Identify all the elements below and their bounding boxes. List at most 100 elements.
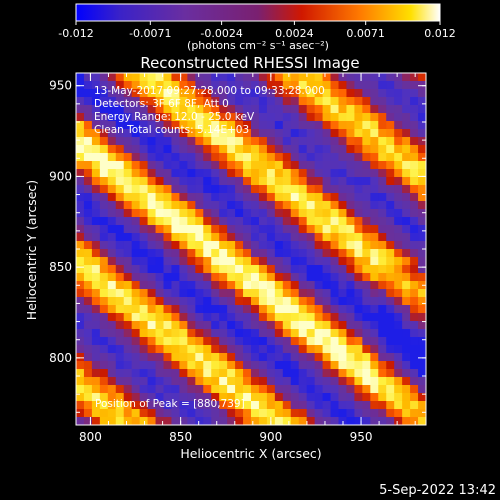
heatmap-cell: [330, 233, 340, 242]
heatmap-cell: [274, 169, 284, 178]
heatmap-cell: [274, 417, 284, 425]
heatmap-cell: [76, 361, 85, 370]
heatmap-cell: [115, 273, 125, 282]
heatmap-cell: [354, 369, 363, 378]
heatmap-cell: [251, 121, 260, 130]
heatmap-cell: [155, 89, 165, 98]
heatmap-cell: [306, 345, 316, 354]
heatmap-cell: [418, 201, 426, 210]
heatmap-cell: [338, 329, 348, 338]
heatmap-cell: [155, 153, 165, 162]
heatmap-cell: [83, 249, 93, 258]
heatmap-cell: [322, 369, 332, 378]
heatmap-cell: [211, 257, 220, 266]
heatmap-cell: [195, 225, 204, 234]
heatmap-cell: [99, 209, 109, 218]
heatmap-cell: [306, 265, 316, 274]
heatmap-cell: [115, 201, 125, 210]
heatmap-cell: [346, 113, 355, 122]
heatmap-cell: [370, 217, 379, 226]
heatmap-cell: [378, 217, 387, 226]
heatmap-cell: [211, 289, 220, 298]
heatmap-cell: [314, 97, 324, 106]
heatmap-cell: [131, 409, 141, 418]
heatmap-cell: [410, 97, 419, 106]
heatmap-cell: [290, 337, 300, 346]
heatmap-cell: [171, 161, 180, 170]
heatmap-cell: [99, 233, 109, 242]
heatmap-cell: [235, 385, 244, 394]
heatmap-cell: [290, 153, 300, 162]
heatmap-cell: [378, 153, 387, 162]
heatmap-cell: [235, 177, 244, 186]
heatmap-cell: [402, 169, 411, 178]
heatmap-cell: [179, 137, 188, 146]
heatmap-cell: [354, 129, 363, 138]
heatmap-cell: [107, 273, 117, 282]
heatmap-cell: [370, 337, 379, 346]
heatmap-cell: [83, 121, 93, 130]
heatmap-cell: [354, 385, 363, 394]
heatmap-cell: [155, 377, 165, 386]
heatmap-cell: [346, 361, 355, 370]
heatmap-cell: [418, 145, 426, 154]
heatmap-cell: [251, 417, 260, 425]
heatmap-cell: [306, 393, 316, 402]
heatmap-cell: [370, 161, 379, 170]
heatmap-cell: [139, 89, 149, 98]
heatmap-cell: [115, 129, 125, 138]
heatmap-cell: [386, 113, 395, 122]
heatmap-cell: [282, 225, 292, 234]
heatmap-cell: [346, 257, 355, 266]
heatmap-cell: [115, 177, 125, 186]
heatmap-cell: [83, 385, 93, 394]
heatmap-cell: [354, 305, 363, 314]
heatmap-cell: [235, 281, 244, 290]
heatmap-cell: [410, 137, 419, 146]
heatmap-cell: [418, 233, 426, 242]
heatmap-cell: [195, 417, 204, 425]
heatmap-cell: [362, 241, 371, 250]
heatmap-cell: [306, 201, 316, 210]
heatmap-cell: [378, 273, 387, 282]
heatmap-cell: [251, 81, 260, 90]
heatmap-cell: [378, 105, 387, 114]
heatmap-cell: [99, 377, 109, 386]
heatmap-cell: [203, 409, 212, 418]
heatmap-cell: [76, 217, 85, 226]
heatmap-cell: [235, 129, 244, 138]
heatmap-cell: [362, 369, 371, 378]
heatmap-cell: [235, 337, 244, 346]
heatmap-cell: [99, 81, 109, 90]
heatmap-cell: [266, 377, 276, 386]
heatmap-cell: [195, 249, 204, 258]
heatmap-cell: [370, 73, 379, 82]
heatmap-cell: [274, 401, 284, 410]
heatmap-cell: [274, 137, 284, 146]
heatmap-cell: [123, 297, 133, 306]
heatmap-cell: [203, 313, 212, 322]
heatmap-cell: [386, 273, 395, 282]
heatmap-cell: [258, 185, 268, 194]
heatmap-cell: [219, 161, 228, 170]
heatmap-cell: [266, 401, 276, 410]
heatmap-cell: [211, 137, 220, 146]
heatmap-cell: [211, 161, 220, 170]
heatmap-cell: [83, 401, 93, 410]
heatmap-cell: [258, 401, 268, 410]
colorbar-tick-label: -0.0071: [129, 27, 171, 40]
heatmap-cell: [76, 265, 85, 274]
heatmap-cell: [171, 89, 180, 98]
heatmap-cell: [338, 401, 348, 410]
heatmap-cell: [163, 257, 173, 266]
heatmap-cell: [243, 281, 252, 290]
heatmap-cell: [251, 265, 260, 274]
heatmap-cell: [147, 121, 157, 130]
heatmap-cell: [386, 209, 395, 218]
heatmap-cell: [131, 169, 141, 178]
heatmap-cell: [123, 153, 133, 162]
heatmap-cell: [266, 281, 276, 290]
heatmap-cell: [179, 201, 188, 210]
heatmap-cell: [282, 329, 292, 338]
heatmap-cell: [83, 353, 93, 362]
